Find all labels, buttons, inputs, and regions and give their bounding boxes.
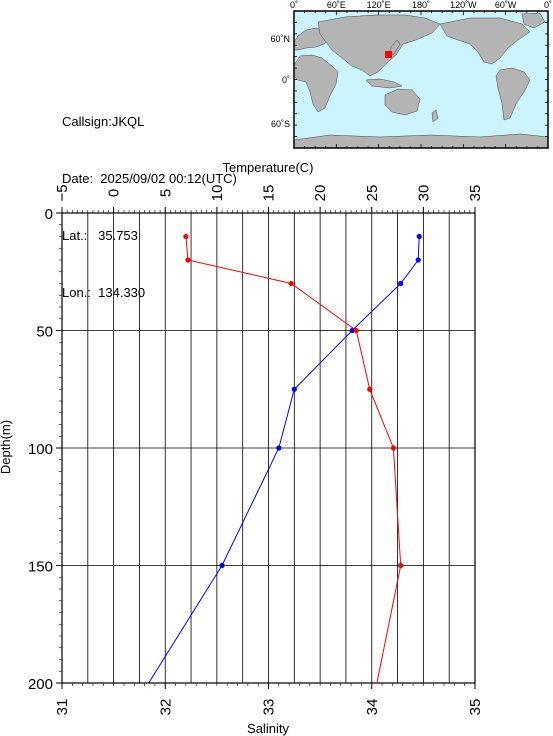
depth-axis: 0 50 100 150 200 [28,206,62,693]
chart-grid [62,213,475,683]
profile-series [148,233,422,684]
salinity-data-point [390,445,397,451]
salinity-tick-label: 34 [364,699,381,716]
salinity-data-point [185,257,191,263]
temperature-profile [148,233,422,684]
temperature-data-point [349,327,355,334]
longitude-text: Lon.: 134.330 [62,285,146,300]
latitude-text: Lat.: 35.753 [62,228,138,243]
temperature-tick-label: −5 [54,184,71,201]
map-longitude-label: 60˚W [495,0,517,10]
station-marker [385,51,392,58]
salinity-data-point [183,233,189,240]
temperature-data-point [415,257,421,263]
salinity-profile-line [185,236,402,684]
salinity-data-point [398,562,404,569]
temperature-axis-title: Temperature(C) [222,160,313,175]
depth-axis-title: Depth(m) [0,420,13,474]
depth-tick-label: 100 [28,441,53,458]
map-longitude-label: 180˚ [412,0,430,10]
salinity-data-point [367,386,373,392]
temperature-axis: −5 0 5 10 15 20 25 30 35 [54,184,484,213]
temperature-tick-label: 25 [364,185,381,202]
temperature-data-point [398,280,404,287]
map-ticks [293,10,549,149]
temperature-data-point [276,445,282,451]
depth-tick-label: 0 [45,206,53,223]
land-asia [317,14,441,77]
map-longitude-label: 0˚ [544,0,552,10]
map-longitude-label: 0˚ [290,0,298,10]
salinity-tick-label: 33 [261,699,278,716]
salinity-profile [183,233,404,684]
land-south-america [495,67,531,121]
land-africa [293,54,339,113]
temperature-tick-label: 30 [415,185,432,202]
map-longitude-label: 120˚W [450,0,477,10]
salinity-tick-label: 32 [157,699,174,716]
depth-tick-label: 150 [28,559,53,576]
salinity-data-point [288,280,294,287]
map-longitude-labels: 0˚ 60˚E 120˚E 180˚ 120˚W 60˚W 0˚ [290,0,552,10]
temperature-tick-label: 5 [157,189,174,197]
temperature-tick-label: 35 [467,185,484,202]
depth-tick-label: 50 [36,324,53,341]
salinity-data-point [353,327,359,334]
temperature-tick-label: 10 [209,185,226,202]
station-info: Callsign:JKQL Date: 2025/09/02 00:12(UTC… [62,74,237,321]
depth-tick-label: 200 [28,676,53,693]
temperature-tick-label: 15 [261,185,278,202]
salinity-tick-label: 31 [54,699,71,716]
map-longitude-label: 60˚E [327,0,346,10]
land-new-zealand [431,109,439,123]
map-land [293,12,549,149]
temperature-tick-label: 0 [106,189,123,197]
date-text: Date: 2025/09/02 00:12(UTC) [62,171,237,186]
land-north-america [439,17,531,65]
map-latitude-label: 60˚S [271,119,290,129]
map-latitude-label: 60˚N [270,34,290,44]
station-marker-square [385,51,392,58]
land-indonesia [365,78,403,89]
temperature-tick-label: 20 [312,185,329,202]
profile-chart: −5 0 5 10 15 20 25 30 35 31 32 33 34 35 050100150200… [0,160,484,736]
temperature-data-point [219,562,225,569]
salinity-axis: 31 32 33 34 35 [54,683,484,715]
salinity-tick-label: 35 [467,699,484,716]
land-australia [384,88,421,116]
salinity-axis-title: Salinity [247,721,289,736]
callsign-text: Callsign:JKQL [62,114,145,129]
map-longitude-label: 120˚E [367,0,391,10]
map-latitude-labels: 60˚N 0˚ 60˚S [270,34,290,129]
temperature-data-point [416,233,422,240]
world-map: 0˚ 60˚E 120˚E 180˚ 120˚W 60˚W 0˚ 60˚N 0˚ 60˚S [270,0,552,149]
map-latitude-label: 0˚ [282,75,290,85]
temperature-profile-line [148,236,420,684]
land-greenland [521,12,546,29]
temperature-data-point [291,386,297,392]
